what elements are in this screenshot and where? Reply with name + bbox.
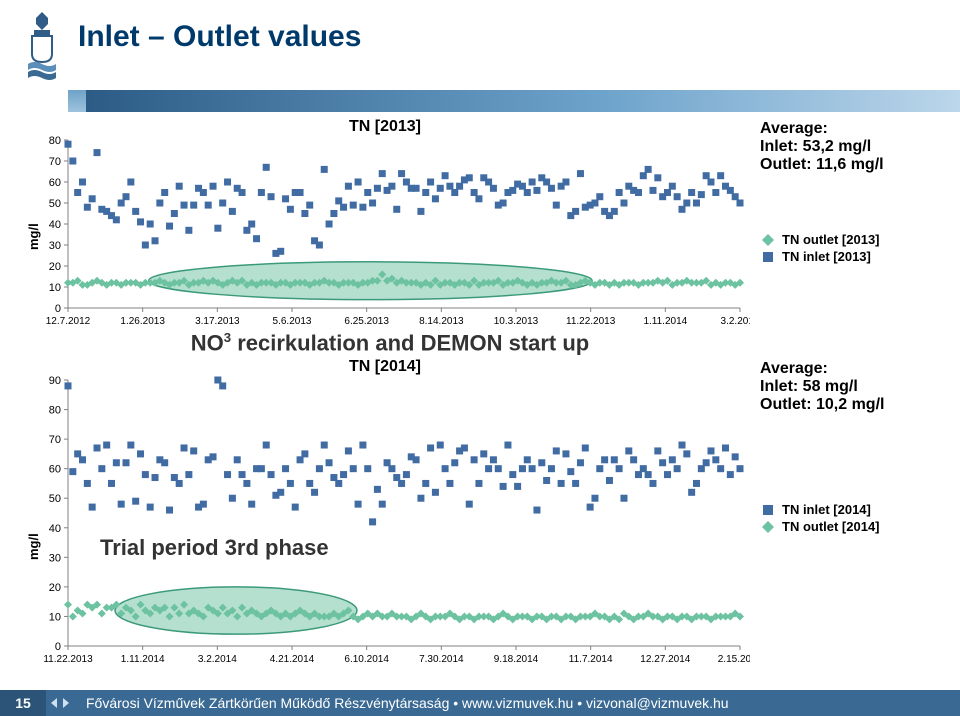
svg-text:0: 0	[55, 303, 61, 315]
chart-2013-title: TN [2013]	[20, 118, 750, 136]
svg-text:8.14.2013: 8.14.2013	[419, 316, 464, 327]
svg-text:70: 70	[49, 156, 61, 168]
annotation-demon: NO3 recirkulation and DEMON start up	[140, 330, 640, 356]
svg-text:40: 40	[49, 523, 61, 535]
chart-2013-svg: 0 10 20 30 40 50 60 70 80 12.7.2012 1.26.2013 3.17.…	[20, 120, 750, 330]
slide-number: 15	[0, 690, 46, 716]
svg-text:40: 40	[49, 219, 61, 231]
svg-text:10: 10	[49, 611, 61, 623]
svg-text:12.27.2014: 12.27.2014	[640, 654, 690, 665]
chart-2013: TN [2013] mg/l 0 10 20 30 40 50 60 70 80 12.7.201…	[20, 120, 750, 330]
square-icon	[760, 503, 776, 517]
svg-text:11.7.2014: 11.7.2014	[569, 654, 613, 665]
diamond-icon	[760, 233, 776, 247]
svg-text:3.2.2014: 3.2.2014	[198, 654, 237, 665]
svg-text:6.25.2013: 6.25.2013	[344, 316, 389, 327]
stats-2013-inlet: Inlet: 53,2 mg/l	[760, 138, 884, 156]
legend-item: TN outlet [2013]	[760, 232, 880, 247]
svg-text:1.11.2014: 1.11.2014	[643, 316, 687, 327]
footer-bar: 15 Fővárosi Vízművek Zártkörűen Működő R…	[0, 690, 960, 716]
svg-text:10.3.2013: 10.3.2013	[494, 316, 539, 327]
svg-text:20: 20	[49, 261, 61, 273]
svg-text:60: 60	[49, 464, 61, 476]
svg-text:20: 20	[49, 582, 61, 594]
legend-2014: TN inlet [2014] TN outlet [2014]	[760, 500, 880, 536]
svg-text:3.2.2014: 3.2.2014	[721, 316, 750, 327]
legend-label: TN inlet [2014]	[782, 502, 871, 517]
svg-text:2.15.2015: 2.15.2015	[718, 654, 750, 665]
prev-icon	[51, 698, 57, 708]
svg-text:11.22.2013: 11.22.2013	[43, 654, 93, 665]
legend-item: TN outlet [2014]	[760, 519, 880, 534]
legend-label: TN outlet [2013]	[782, 232, 880, 247]
page-title: Inlet – Outlet values	[78, 20, 361, 54]
legend-2013: TN outlet [2013] TN inlet [2013]	[760, 230, 880, 266]
next-icon	[63, 698, 69, 708]
svg-text:70: 70	[49, 434, 61, 446]
stats-2013-outlet: Outlet: 11,6 mg/l	[760, 156, 884, 174]
svg-text:5.6.2013: 5.6.2013	[273, 316, 312, 327]
stats-2013-heading: Average:	[760, 120, 884, 138]
svg-text:1.26.2013: 1.26.2013	[120, 316, 165, 327]
svg-text:11.22.2013: 11.22.2013	[566, 316, 616, 327]
svg-text:90: 90	[49, 375, 61, 387]
svg-text:3.17.2013: 3.17.2013	[195, 316, 240, 327]
square-icon	[760, 250, 776, 264]
stats-2014-heading: Average:	[760, 360, 884, 378]
svg-text:80: 80	[49, 135, 61, 147]
stats-2014-inlet: Inlet: 58 mg/l	[760, 378, 884, 396]
svg-text:12.7.2012: 12.7.2012	[46, 316, 91, 327]
chart-2014: TN [2014] mg/l 0 10 20 30 40 50 60 70 80 90 11.22.…	[20, 360, 750, 670]
chart-2014-ylabel: mg/l	[26, 533, 41, 560]
svg-text:80: 80	[49, 405, 61, 417]
svg-text:50: 50	[49, 198, 61, 210]
company-logo	[20, 10, 64, 82]
svg-text:9.18.2014: 9.18.2014	[494, 654, 539, 665]
svg-text:0: 0	[55, 641, 61, 653]
svg-text:30: 30	[49, 552, 61, 564]
diamond-icon	[760, 520, 776, 534]
chart-2014-title: TN [2014]	[20, 358, 750, 376]
legend-item: TN inlet [2013]	[760, 249, 880, 264]
svg-text:30: 30	[49, 240, 61, 252]
legend-label: TN outlet [2014]	[782, 519, 880, 534]
stats-2014-outlet: Outlet: 10,2 mg/l	[760, 396, 884, 414]
svg-text:6.10.2014: 6.10.2014	[344, 654, 389, 665]
footer-text: Fővárosi Vízművek Zártkörűen Működő Rész…	[86, 695, 729, 711]
legend-item: TN inlet [2014]	[760, 502, 880, 517]
svg-text:10: 10	[49, 282, 61, 294]
annotation-trial: Trial period 3rd phase	[100, 535, 400, 561]
stats-2014: Average: Inlet: 58 mg/l Outlet: 10,2 mg/…	[760, 360, 884, 414]
legend-label: TN inlet [2013]	[782, 249, 871, 264]
svg-text:7.30.2014: 7.30.2014	[419, 654, 464, 665]
svg-text:1.11.2014: 1.11.2014	[121, 654, 165, 665]
svg-text:4.21.2014: 4.21.2014	[270, 654, 315, 665]
chart-2014-svg: 0 10 20 30 40 50 60 70 80 90 11.22.2013 1.11.2014 3.…	[20, 360, 750, 670]
header-band	[86, 90, 960, 112]
svg-text:60: 60	[49, 177, 61, 189]
svg-text:50: 50	[49, 493, 61, 505]
chart-2013-ylabel: mg/l	[26, 223, 41, 250]
stats-2013: Average: Inlet: 53,2 mg/l Outlet: 11,6 m…	[760, 120, 884, 174]
slide-nav[interactable]	[46, 690, 74, 716]
